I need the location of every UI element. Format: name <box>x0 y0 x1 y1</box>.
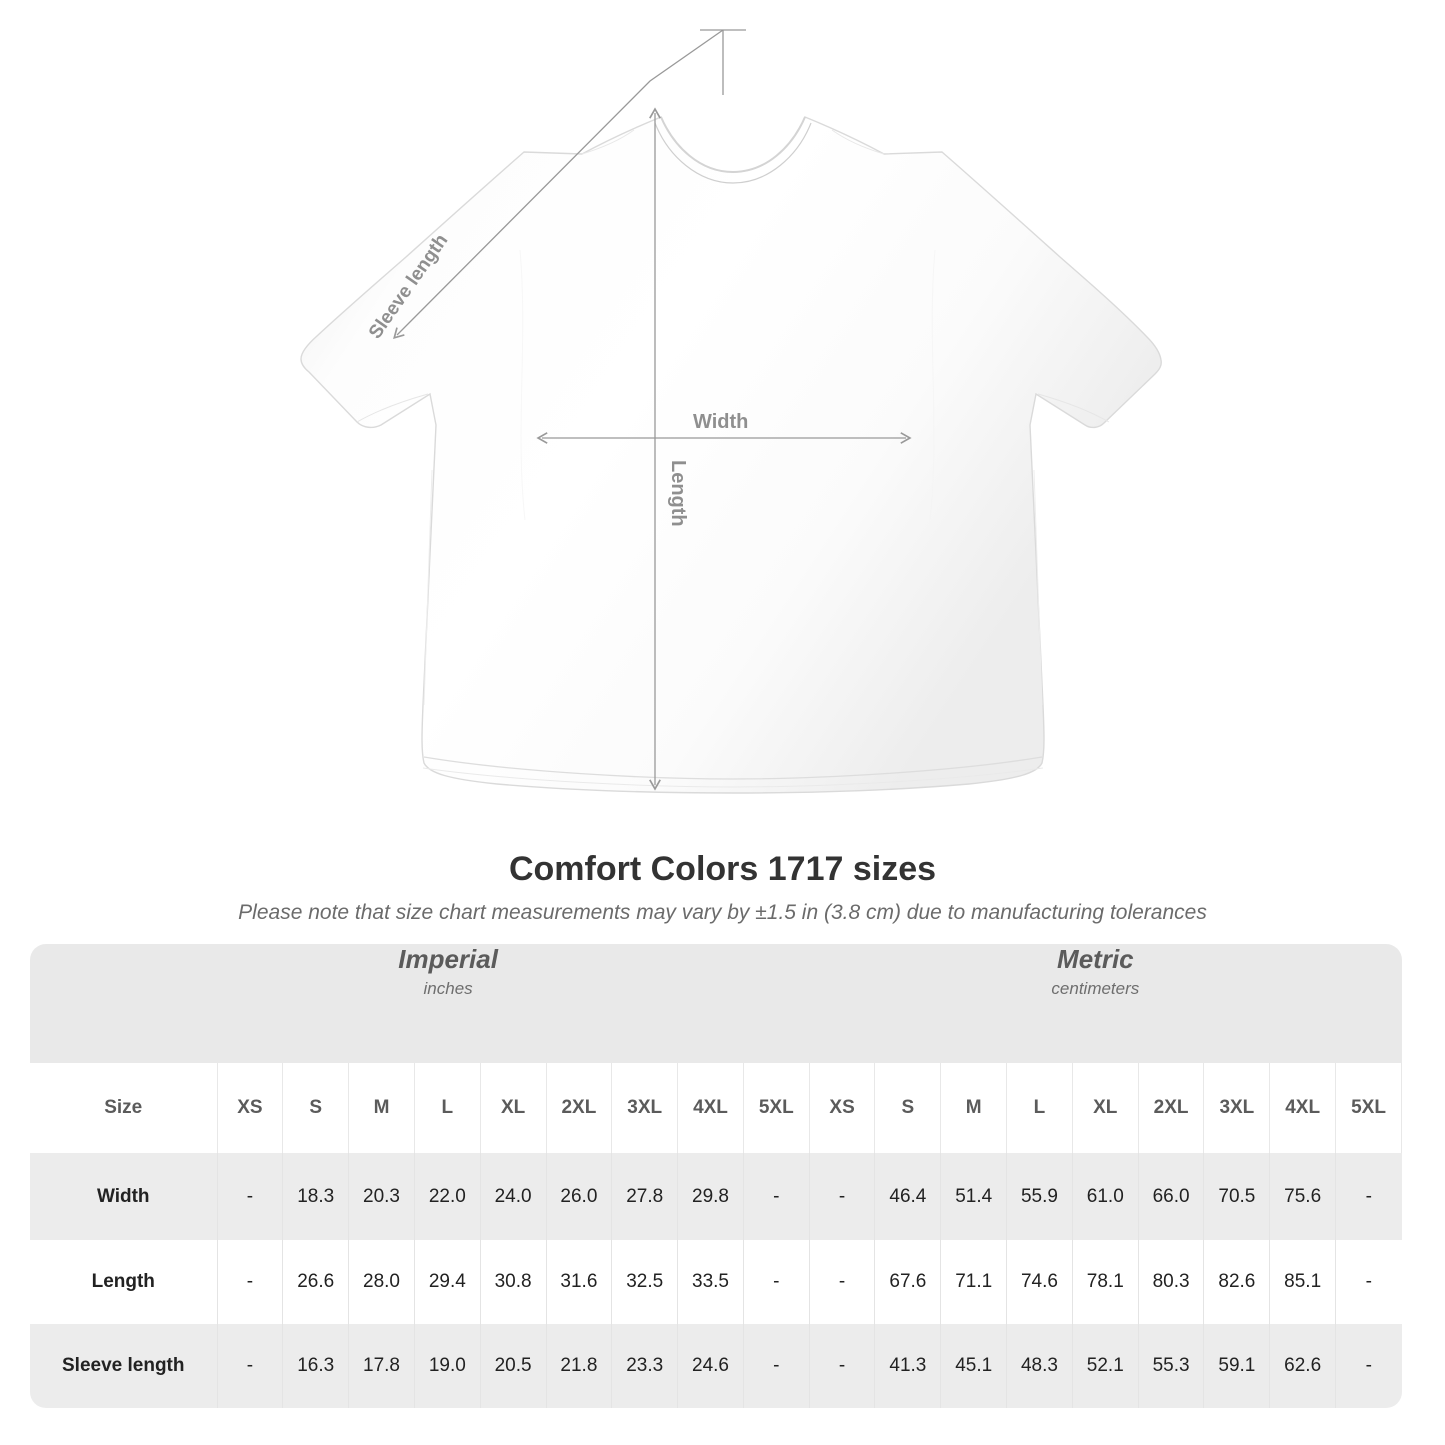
svg-text:Width: Width <box>693 411 748 433</box>
svg-text:Length: Length <box>667 460 689 527</box>
